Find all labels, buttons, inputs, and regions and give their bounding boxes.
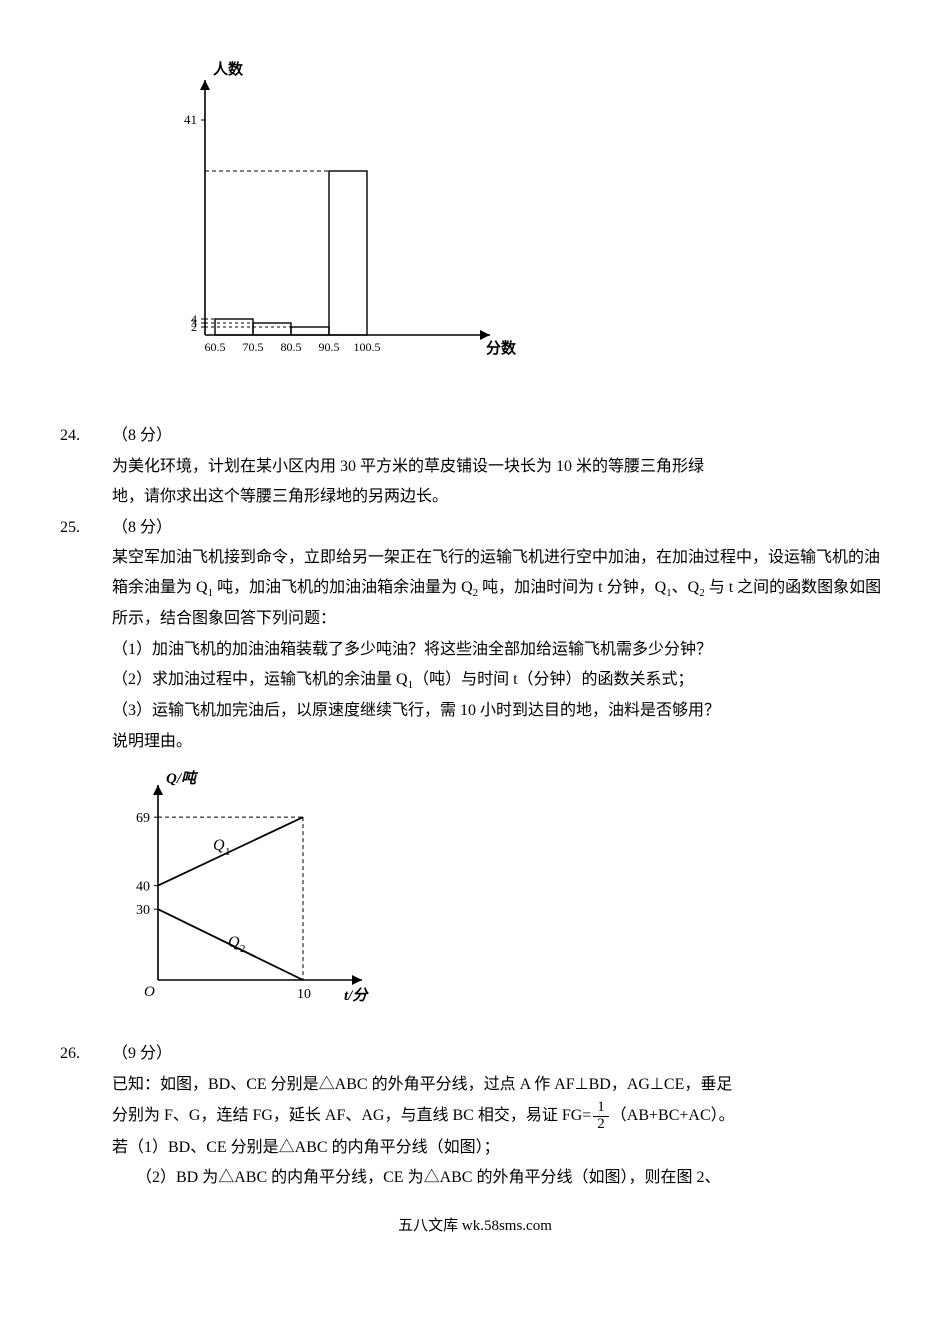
q25-text-3: 吨，加油时间为 t 分钟，Q [478,579,666,596]
svg-text:Q: Q [228,934,240,951]
q25-sub-question-1: （1）加油飞机的加油油箱装载了多少吨油？将这些油全部加给运输飞机需多少分钟？ [112,635,890,665]
svg-text:40: 40 [136,880,150,895]
svg-text:60.5: 60.5 [205,340,226,354]
q25-paragraph: 某空军加油飞机接到命令，立即给另一架正在飞行的运输飞机进行空中加油，在加油过程中… [112,543,890,635]
q25-points: （8 分） [112,513,890,543]
line-chart-figure: 304069Q/吨t/分O10Q1Q2 [112,765,890,1021]
svg-text:Q/吨: Q/吨 [166,770,199,787]
q24-line2: 地，请你求出这个等腰三角形绿地的另两边长。 [112,482,890,512]
question-26: 26. （9 分） 已知：如图，BD、CE 分别是△ABC 的外角平分线，过点 … [60,1039,890,1193]
q24-points: （8 分） [112,421,890,451]
q26-points: （9 分） [112,1039,890,1069]
q24-line1: 为美化环境，计划在某小区内用 30 平方米的草皮铺设一块长为 10 米的等腰三角… [112,452,890,482]
q25-sub-question-3a: （3）运输飞机加完油后，以原速度继续飞行，需 10 小时到达目的地，油料是否够用… [112,696,890,726]
svg-text:Q: Q [213,837,225,854]
q26-line2a: 分别为 F、G，连结 FG，延长 AF、AG，与直线 BC 相交，易证 FG= [112,1107,591,1124]
q25-text-4: 、Q [672,579,700,596]
svg-text:41: 41 [184,112,197,127]
q25-q2-a: （2）求加油过程中，运输飞机的余油量 Q [112,671,408,688]
svg-text:90.5: 90.5 [319,340,340,354]
q26-line4: （2）BD 为△ABC 的内角平分线，CE 为△ABC 的外角平分线（如图），则… [112,1163,890,1193]
page-footer: 五八文库 wk.58sms.com [60,1212,890,1241]
svg-text:69: 69 [136,811,150,826]
svg-text:100.5: 100.5 [354,340,381,354]
svg-text:1: 1 [225,846,231,858]
svg-text:O: O [144,984,155,1000]
q24-number: 24. [60,427,80,444]
svg-text:人数: 人数 [213,60,244,78]
svg-text:70.5: 70.5 [243,340,264,354]
q25-sub-question-3b: 说明理由。 [112,727,890,757]
q26-line1: 已知：如图，BD、CE 分别是△ABC 的外角平分线，过点 A 作 AF⊥BD，… [112,1070,890,1100]
q26-number: 26. [60,1045,80,1062]
q26-line2: 分别为 F、G，连结 FG，延长 AF、AG，与直线 BC 相交，易证 FG=1… [112,1100,890,1133]
svg-text:10: 10 [297,987,311,1002]
bar-chart-figure: 人数分数2344160.570.580.590.5100.5 [150,50,890,391]
svg-text:分数: 分数 [486,339,517,357]
svg-text:2: 2 [240,943,246,955]
bar-chart-svg: 人数分数2344160.570.580.590.5100.5 [150,50,550,380]
fraction-denominator: 2 [593,1117,609,1133]
q26-line3: 若（1）BD、CE 分别是△ABC 的内角平分线（如图）； [112,1133,890,1163]
svg-text:t/分: t/分 [344,987,369,1004]
question-25: 25. （8 分） 某空军加油飞机接到命令，立即给另一架正在飞行的运输飞机进行空… [60,513,890,758]
fraction-half: 12 [593,1100,609,1133]
question-24: 24. （8 分） 为美化环境，计划在某小区内用 30 平方米的草皮铺设一块长为… [60,421,890,512]
svg-text:80.5: 80.5 [281,340,302,354]
line-chart-svg: 304069Q/吨t/分O10Q1Q2 [112,765,392,1010]
svg-text:30: 30 [136,903,150,918]
q25-q2-b: （吨）与时间 t（分钟）的函数关系式； [413,671,693,688]
q26-line2b: （AB+BC+AC）。 [611,1107,735,1124]
svg-text:4: 4 [191,312,197,326]
q25-sub-question-2: （2）求加油过程中，运输飞机的余油量 Q1（吨）与时间 t（分钟）的函数关系式； [112,665,890,696]
q25-number: 25. [60,519,80,536]
q25-text-2: 吨，加油飞机的加油油箱余油量为 Q [213,579,473,596]
fraction-numerator: 1 [593,1100,609,1117]
